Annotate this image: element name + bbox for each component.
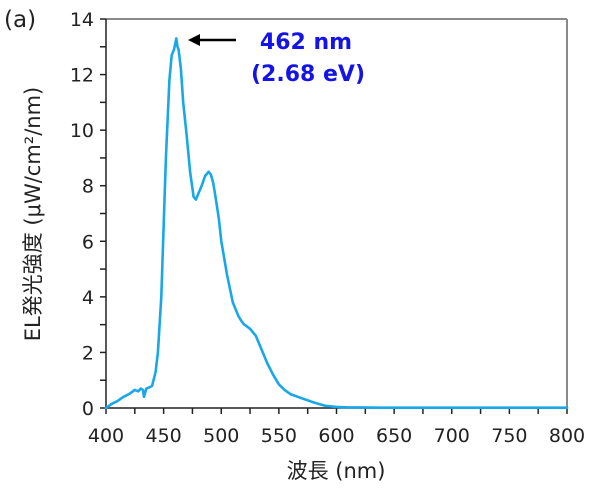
peak-annotation: 462 nm (2.68 eV) [188, 30, 365, 87]
panel-label: (a) [4, 7, 36, 33]
spectrum-line [104, 37, 569, 410]
x-tick-label: 450 [145, 425, 181, 447]
y-axis-ticks: 0 2 4 6 8 10 12 14 [70, 9, 106, 420]
peak-wavelength-label: 462 nm [260, 30, 352, 55]
x-tick-label: 800 [549, 425, 585, 447]
x-tick-label: 600 [318, 425, 354, 447]
x-tick-label: 700 [434, 425, 470, 447]
x-tick-label: 650 [376, 425, 412, 447]
y-tick-label: 0 [82, 398, 94, 420]
y-tick-label: 12 [70, 65, 94, 87]
peak-energy-label: (2.68 eV) [251, 62, 365, 87]
y-tick-label: 4 [82, 287, 94, 309]
series-layer [104, 37, 569, 410]
x-axis-title: 波長 (nm) [287, 459, 386, 483]
y-axis-title: EL発光強度 (μW/cm²/nm) [21, 87, 45, 342]
x-axis-ticks: 400 450 500 550 600 650 700 750 800 [88, 408, 585, 447]
y-tick-label: 2 [82, 342, 94, 364]
y-tick-label: 14 [70, 9, 94, 31]
arrowhead-icon [188, 34, 200, 46]
y-tick-label: 8 [82, 176, 94, 198]
x-tick-label: 500 [203, 425, 239, 447]
x-tick-label: 750 [491, 425, 527, 447]
y-tick-label: 6 [82, 231, 94, 253]
x-tick-label: 550 [261, 425, 297, 447]
x-tick-label: 400 [88, 425, 124, 447]
y-tick-label: 10 [70, 120, 94, 142]
